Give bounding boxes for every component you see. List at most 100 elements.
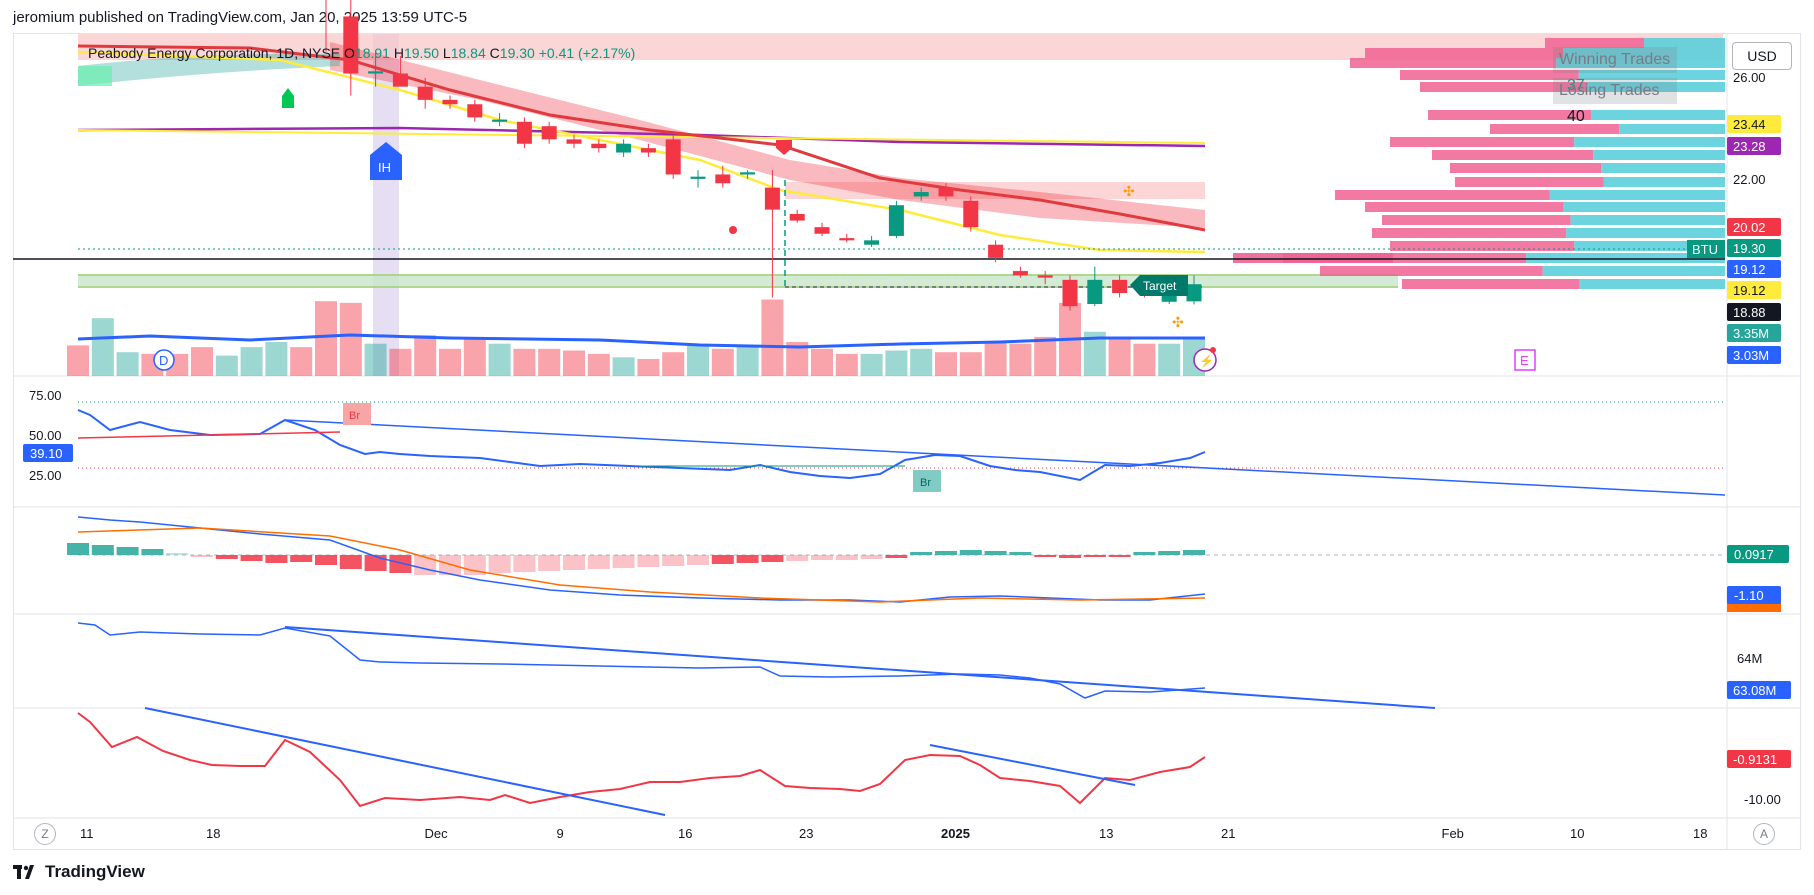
- macd-histogram-bar: [513, 555, 536, 572]
- time-axis-label: 16: [678, 826, 692, 841]
- macd-histogram-bar: [1083, 555, 1106, 557]
- volume-bar: [1108, 336, 1131, 376]
- candle-body: [938, 187, 954, 197]
- volume-profile-bar-sell: [1320, 266, 1543, 276]
- macd-histogram-bar: [240, 555, 263, 561]
- volume-profile-poc: [1233, 253, 1393, 263]
- price-tick-22: 22.00: [1733, 172, 1766, 187]
- macd-histogram-bar: [488, 555, 511, 573]
- macd-histogram-bar: [761, 555, 784, 562]
- candle-body: [913, 192, 929, 197]
- candle-body: [665, 139, 681, 175]
- oscillator-tick-neg10: -10.00: [1744, 792, 1781, 807]
- price-badge-bg: [1727, 115, 1781, 133]
- candle-body: [888, 205, 904, 236]
- candle-body: [690, 176, 706, 179]
- macd-histogram-bar: [1034, 555, 1057, 557]
- volume-osc-badge: [1727, 681, 1791, 699]
- candle-body: [740, 172, 756, 175]
- price-badge-text: 19.30: [1733, 241, 1766, 256]
- rsi-value-badge-text: 39.10: [30, 446, 63, 461]
- volume-profile-bar-sell: [1490, 124, 1620, 134]
- volume-profile-bar-buy: [1563, 202, 1725, 212]
- bullish-ribbon-head: [78, 66, 112, 86]
- legend-change: +0.41 (+2.17%): [538, 45, 636, 61]
- candle-body: [566, 139, 582, 144]
- macd-histogram-bar: [687, 555, 709, 565]
- volume-profile-bar-sell: [1350, 58, 1557, 68]
- volume-bar: [513, 348, 536, 376]
- volume-bar: [265, 342, 288, 376]
- price-badge: 3.03M: [1727, 346, 1781, 364]
- rsi-trendline: [284, 419, 1726, 496]
- highlight-column: [373, 34, 399, 376]
- price-badge-text: 20.02: [1733, 220, 1766, 235]
- volume-osc-line: [77, 622, 1206, 699]
- volume-bar: [959, 352, 982, 376]
- rsi-value-badge: [23, 444, 73, 462]
- macd-histogram-bar: [538, 555, 561, 571]
- oscillator-badge: [1727, 750, 1791, 768]
- earnings-marker-label: E: [1520, 353, 1529, 368]
- volume-profile-bar-buy: [1591, 110, 1725, 120]
- volume-profile-bar-buy: [1644, 38, 1725, 48]
- price-badge-bg: [1727, 324, 1781, 342]
- time-axis-label: Dec: [425, 826, 449, 841]
- macd-histogram-bar: [91, 545, 114, 555]
- macd-histogram-bar: [414, 555, 437, 575]
- volume-profile-bar-sell: [1428, 110, 1592, 120]
- macd-histogram-bar: [67, 543, 89, 555]
- volume-bar: [1083, 331, 1106, 376]
- volume-profile-bar-buy: [1603, 177, 1725, 187]
- zoom-reset-button[interactable]: Z: [34, 823, 56, 845]
- auto-scale-button[interactable]: A: [1753, 823, 1775, 845]
- br-marker-top: Br: [343, 403, 371, 425]
- price-badge: 3.35M: [1727, 324, 1781, 342]
- candle-body: [1037, 275, 1053, 278]
- macd-histogram-bar: [587, 555, 610, 569]
- volume-profile-bar-buy: [1578, 70, 1725, 80]
- symbol-legend: Peabody Energy Corporation, 1D, NYSE O18…: [88, 45, 635, 61]
- volume-osc-badge-text: 63.08M: [1733, 683, 1776, 698]
- legend-close-value: 19.30: [499, 45, 535, 61]
- legend-open-label: O: [344, 45, 355, 61]
- price-badge-text: 3.35M: [1733, 326, 1769, 341]
- volume-bar: [67, 345, 89, 376]
- candle-body: [392, 73, 408, 87]
- macd-histogram-bar: [885, 555, 908, 558]
- candle-body: [616, 143, 632, 153]
- macd-histogram-bar: [736, 555, 759, 563]
- oscillator-trendline-right: [929, 744, 1136, 786]
- volume-bar: [910, 348, 933, 376]
- candle-body: [640, 148, 656, 153]
- volume-bar: [240, 347, 263, 376]
- tradingview-footer[interactable]: TradingView: [13, 862, 145, 882]
- price-badge-bg: [1727, 346, 1781, 364]
- price-badge-bg: [1727, 218, 1781, 236]
- macd-histogram-bar: [389, 555, 412, 573]
- legend-close-label: C: [489, 45, 500, 61]
- legend-low-label: L: [442, 45, 451, 61]
- candle-body: [417, 86, 433, 100]
- price-badge-bg: [1727, 239, 1781, 257]
- volume-profile-bar-sell: [1372, 228, 1567, 238]
- volume-bar: [389, 348, 412, 376]
- volume-bar: [612, 357, 635, 376]
- candle-body: [541, 126, 557, 140]
- volume-profile-bar-sell: [1420, 82, 1588, 92]
- candle-body: [1186, 284, 1202, 302]
- dividend-marker-label: D: [159, 353, 168, 368]
- candle-body: [442, 99, 458, 105]
- legend-high-value: 19.50: [403, 45, 440, 61]
- orange-cross-marker: ✣: [1123, 183, 1135, 199]
- macd-histogram-bar: [1183, 550, 1205, 555]
- volume-osc-tick-64m: 64M: [1737, 651, 1762, 666]
- candle-body: [1012, 271, 1028, 276]
- macd-line: [77, 516, 1206, 603]
- legend-symbol[interactable]: Peabody Energy Corporation, 1D, NYSE: [88, 45, 341, 61]
- candle-body: [343, 16, 359, 74]
- volume-bar: [662, 352, 685, 376]
- currency-button[interactable]: USD: [1732, 42, 1792, 70]
- volume-bar: [835, 353, 858, 376]
